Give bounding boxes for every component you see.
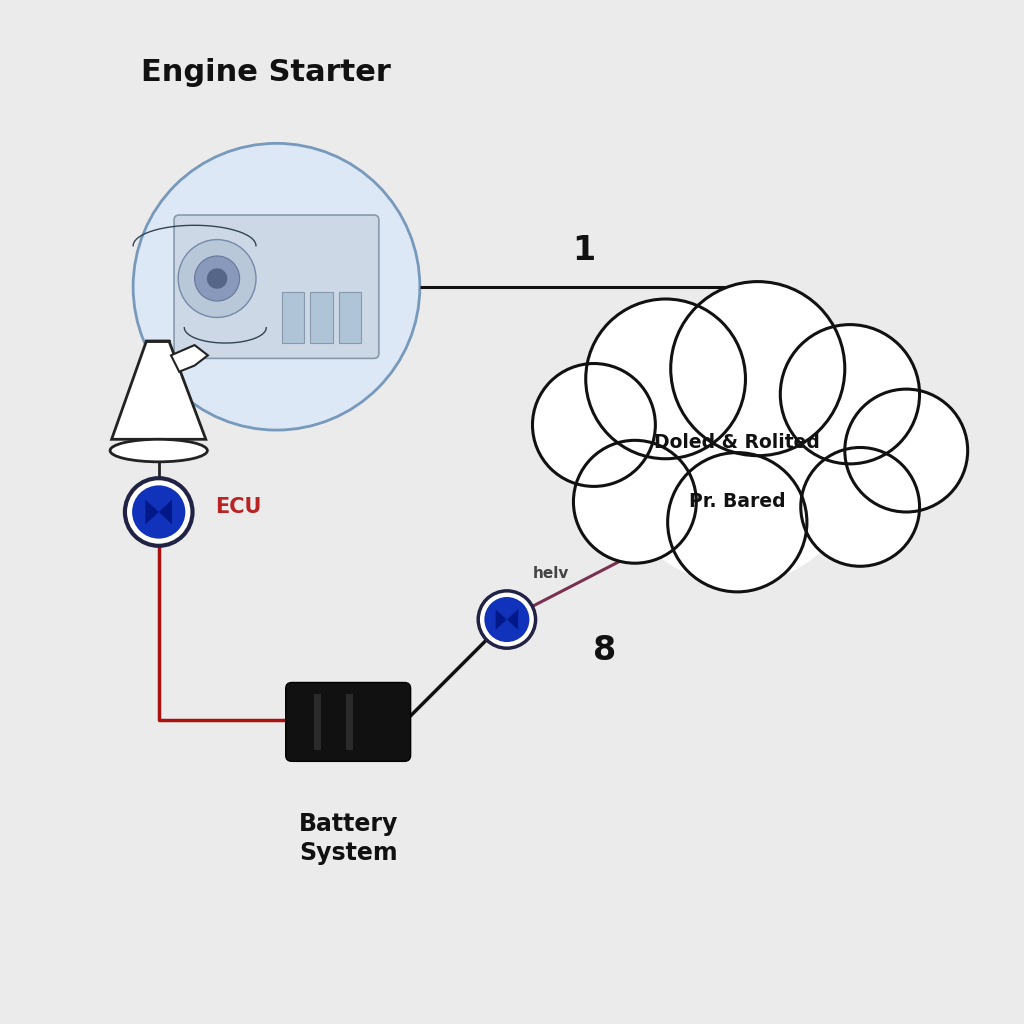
Circle shape xyxy=(207,268,227,289)
Polygon shape xyxy=(496,609,518,630)
Bar xyxy=(314,694,322,750)
Circle shape xyxy=(133,143,420,430)
Bar xyxy=(346,694,352,750)
Polygon shape xyxy=(145,500,172,524)
Text: Pr. Bared: Pr. Bared xyxy=(689,493,785,511)
Circle shape xyxy=(532,364,655,486)
Circle shape xyxy=(801,447,920,566)
Circle shape xyxy=(178,240,256,317)
Circle shape xyxy=(614,338,860,584)
Circle shape xyxy=(478,591,536,648)
Polygon shape xyxy=(112,341,206,439)
Circle shape xyxy=(573,440,696,563)
Bar xyxy=(282,292,304,343)
Text: 1: 1 xyxy=(572,234,595,267)
Circle shape xyxy=(671,282,845,456)
Bar xyxy=(339,292,361,343)
Text: Doled & Rolited: Doled & Rolited xyxy=(654,433,820,452)
Polygon shape xyxy=(171,345,208,372)
Circle shape xyxy=(586,299,745,459)
Text: helv: helv xyxy=(532,566,569,581)
FancyBboxPatch shape xyxy=(174,215,379,358)
Ellipse shape xyxy=(111,439,207,462)
Circle shape xyxy=(668,453,807,592)
Circle shape xyxy=(132,485,185,539)
Text: 8: 8 xyxy=(593,634,615,667)
Circle shape xyxy=(845,389,968,512)
Text: Engine Starter: Engine Starter xyxy=(141,58,391,87)
Circle shape xyxy=(484,597,529,642)
Circle shape xyxy=(195,256,240,301)
Bar xyxy=(310,292,333,343)
Text: Battery
System: Battery System xyxy=(298,811,398,865)
Text: ECU: ECU xyxy=(215,497,261,517)
FancyBboxPatch shape xyxy=(286,683,411,762)
Circle shape xyxy=(125,478,193,546)
Circle shape xyxy=(780,325,920,464)
